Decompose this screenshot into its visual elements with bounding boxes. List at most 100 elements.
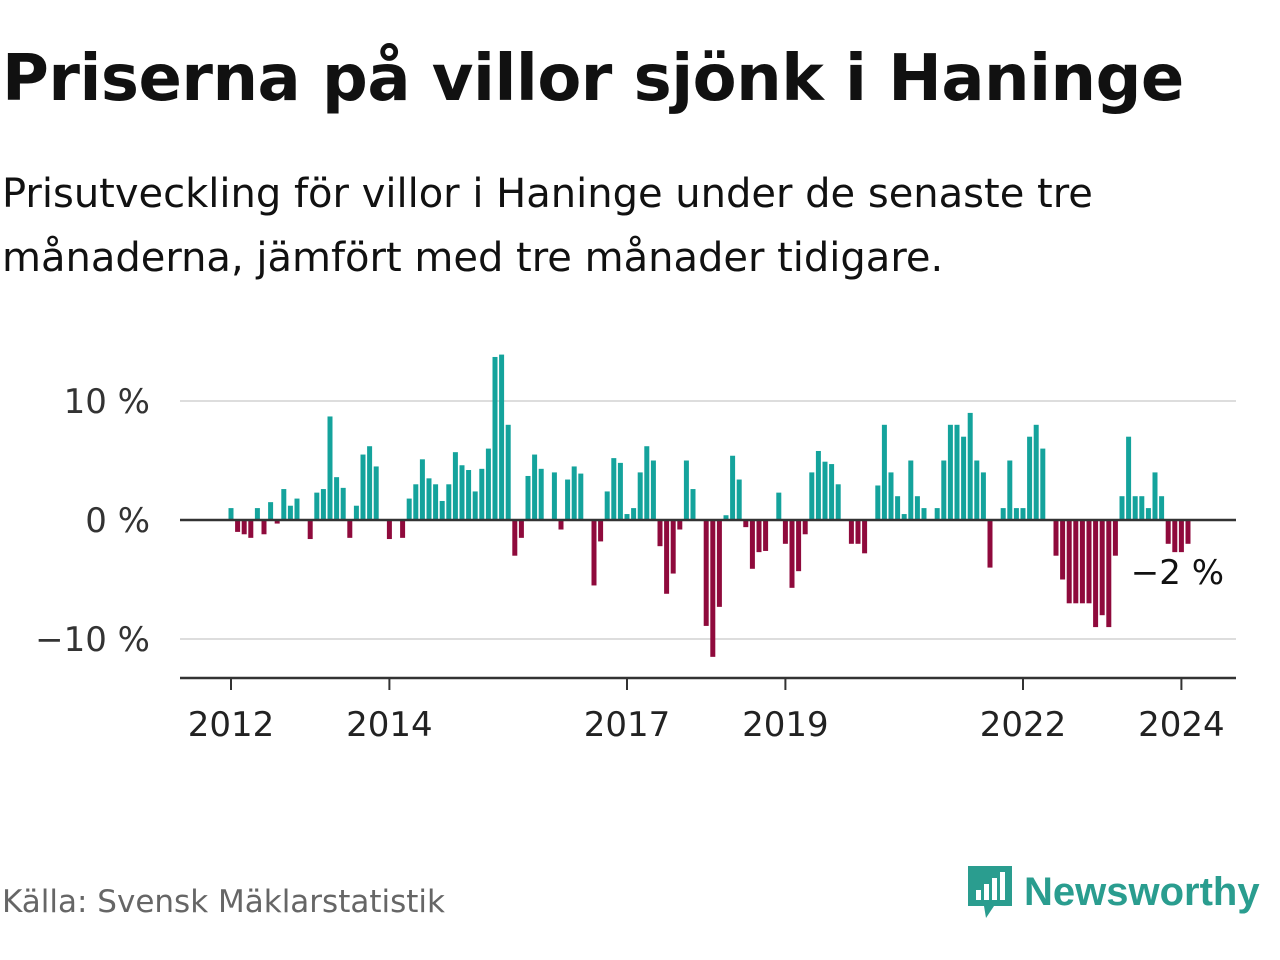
bar <box>254 508 260 520</box>
bar <box>241 520 247 535</box>
x-tick-label: 2014 <box>346 705 433 745</box>
y-tick-label: 10 % <box>64 382 150 422</box>
bar <box>1172 520 1178 553</box>
bar <box>248 520 254 538</box>
bar <box>294 498 300 520</box>
bar <box>723 515 729 520</box>
bar <box>908 460 914 520</box>
bar <box>954 424 960 520</box>
bar <box>235 520 241 532</box>
bar <box>881 424 887 520</box>
bar <box>987 520 993 568</box>
chart-title: Priserna på villor sjönk i Haninge <box>2 42 1184 116</box>
bar <box>1000 508 1006 520</box>
bar <box>888 472 894 520</box>
bar <box>565 479 571 520</box>
bar <box>360 454 366 520</box>
bar <box>334 477 340 520</box>
bar <box>637 472 643 520</box>
bar <box>571 466 577 520</box>
bar <box>485 448 491 520</box>
bar <box>406 498 412 520</box>
bar <box>657 520 663 547</box>
bar <box>1152 472 1158 520</box>
bar <box>815 450 821 520</box>
bar <box>670 520 676 574</box>
bar <box>1086 520 1092 604</box>
bar <box>835 484 841 520</box>
bar <box>1079 520 1085 604</box>
bar <box>1060 520 1066 580</box>
bar <box>274 520 280 524</box>
bar <box>466 470 472 520</box>
bar <box>980 472 986 520</box>
bar <box>499 354 505 520</box>
bar <box>261 520 267 535</box>
bar <box>340 487 346 520</box>
bar <box>862 520 868 554</box>
bar <box>1178 520 1184 553</box>
bar <box>439 500 445 520</box>
bar <box>1027 436 1033 520</box>
bar <box>1185 520 1191 544</box>
bar <box>367 446 373 520</box>
bar <box>1040 448 1046 520</box>
bar <box>617 462 623 520</box>
bar <box>1099 520 1105 616</box>
x-tick-label: 2024 <box>1138 705 1225 745</box>
brand-logo[interactable]: Newsworthy <box>964 862 1260 922</box>
bar <box>1106 520 1112 628</box>
bar <box>776 492 782 520</box>
bar <box>967 412 973 520</box>
bar <box>829 464 835 520</box>
bar <box>419 459 425 520</box>
x-axis-ticks: 2012 2014 2017 2019 2022 2024 <box>188 678 1225 745</box>
bar <box>1053 520 1059 556</box>
bar <box>525 475 531 520</box>
bar <box>505 424 511 520</box>
bar <box>789 520 795 588</box>
bar <box>730 455 736 520</box>
bar <box>875 485 881 520</box>
bar <box>644 446 650 520</box>
x-tick-label: 2017 <box>584 705 671 745</box>
bar <box>604 491 610 520</box>
bar <box>386 520 392 540</box>
bar <box>710 520 716 657</box>
chart-speech-bubble-icon <box>968 866 1012 918</box>
bar <box>974 460 980 520</box>
bar <box>314 492 320 520</box>
bar <box>446 484 452 520</box>
bar <box>591 520 597 586</box>
x-tick-label: 2019 <box>742 705 829 745</box>
bar <box>1159 496 1165 520</box>
bar <box>1139 496 1145 520</box>
bar <box>373 466 379 520</box>
bar <box>558 520 564 530</box>
bar <box>320 489 326 520</box>
source-note: Källa: Svensk Mäklarstatistik <box>2 884 445 920</box>
bar <box>1119 496 1125 520</box>
bar <box>1033 424 1039 520</box>
bar <box>452 452 458 520</box>
bar <box>492 356 498 520</box>
bar <box>703 520 709 626</box>
bar <box>551 472 557 520</box>
bar <box>895 496 901 520</box>
bar <box>624 514 630 520</box>
bar <box>809 472 815 520</box>
gridlines <box>180 400 1236 640</box>
bar <box>400 520 406 538</box>
bar <box>512 520 518 556</box>
bar <box>756 520 762 553</box>
bar <box>479 468 485 520</box>
bar <box>1020 508 1026 520</box>
y-tick-label: −10 % <box>35 620 150 660</box>
bar <box>650 460 656 520</box>
bar <box>611 458 617 520</box>
bar <box>901 514 907 520</box>
bar <box>353 505 359 520</box>
bar <box>426 478 432 520</box>
bar <box>736 479 742 520</box>
bar-chart: 10 % 0 % −10 % 2012 2014 2017 2019 2022 2024 −2… <box>35 354 1236 745</box>
